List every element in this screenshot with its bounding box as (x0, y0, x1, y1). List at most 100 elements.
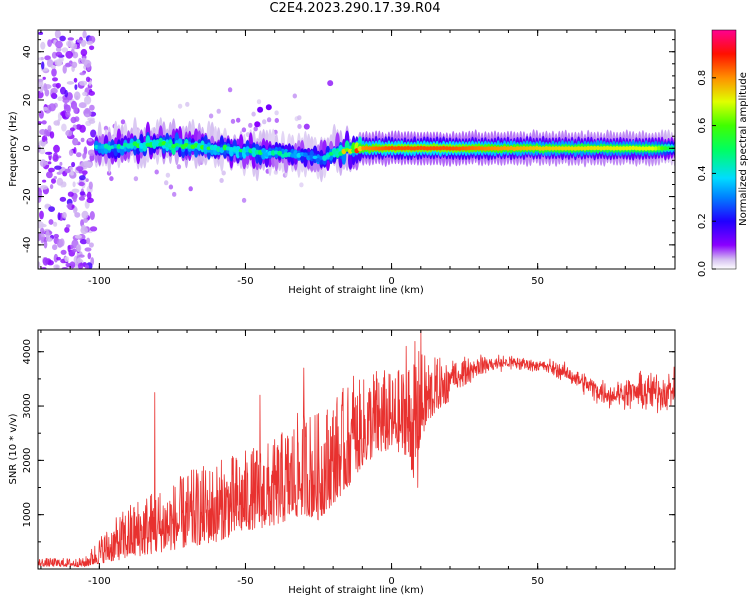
noise-speckle (73, 77, 78, 83)
noise-speckle (55, 51, 63, 57)
noise-speckle (74, 140, 79, 145)
noise-speckle (72, 248, 77, 253)
noise-speckle (42, 76, 46, 80)
noise-speckle (71, 205, 75, 209)
noise-speckle (59, 196, 67, 202)
noise-speckle (52, 77, 58, 82)
noise-speckle (87, 149, 96, 156)
ridge-cell (377, 146, 382, 151)
ridge-cell (650, 146, 655, 151)
noise-speckle (48, 219, 54, 225)
noise-speckle (75, 124, 82, 130)
noise-speckle (53, 253, 59, 263)
noise-speckle (38, 221, 44, 229)
noise-speckle (177, 103, 183, 109)
noise-speckle (40, 236, 45, 244)
noise-speckle (73, 105, 78, 114)
noise-speckle (48, 167, 55, 173)
noise-speckle (82, 30, 87, 39)
noise-speckle (47, 39, 52, 47)
noise-speckle (52, 154, 59, 162)
noise-speckle (106, 170, 112, 176)
snr-y-tick-label: 3000 (22, 393, 33, 418)
ridge-cell (541, 146, 546, 151)
noise-speckle (256, 99, 262, 105)
noise-speckle (43, 240, 48, 249)
colorbar-label: Normalized spectral amplitude (738, 72, 749, 226)
ridge-cell (261, 148, 266, 154)
noise-speckle (74, 234, 82, 239)
ridge-cell (624, 146, 629, 151)
noise-speckle (248, 122, 253, 128)
spectral-blob (257, 106, 264, 113)
noise-speckle (42, 179, 47, 183)
noise-speckle (65, 262, 71, 268)
noise-speckle (50, 65, 56, 69)
noise-speckle (44, 128, 48, 138)
noise-speckle (79, 72, 86, 76)
noise-speckle (82, 91, 88, 97)
noise-speckle (219, 178, 224, 183)
ridge-cell (554, 146, 559, 151)
ridge-cell (521, 146, 526, 151)
noise-speckle (78, 196, 85, 201)
ridge-cell (538, 146, 542, 151)
ridge-cell (647, 146, 652, 151)
ridge-cell (576, 146, 581, 151)
ridge-cell (374, 146, 379, 151)
snr-y-axis-label: SNR (10 * v/v) (8, 413, 19, 484)
ridge-cell (605, 145, 610, 151)
noise-speckle (45, 230, 50, 240)
noise-speckle (61, 123, 67, 132)
ridge-cell (393, 146, 398, 151)
ridge-cell (467, 146, 472, 151)
noise-speckle (64, 89, 68, 98)
noise-speckle (79, 191, 86, 196)
ridge-cell (142, 142, 148, 148)
noise-speckle (84, 107, 91, 114)
noise-speckle (109, 176, 114, 182)
noise-speckle (81, 57, 87, 65)
ridge-cell (525, 146, 530, 151)
ridge-cell (444, 146, 449, 151)
noise-speckle (56, 256, 61, 261)
noise-speckle (65, 50, 73, 59)
noise-speckle (164, 180, 169, 186)
ridge-cell (380, 146, 385, 151)
noise-speckle (299, 182, 304, 188)
noise-speckle (154, 169, 159, 175)
ridge-cell (563, 146, 568, 151)
noise-speckle (39, 85, 44, 93)
ridge-cell (425, 146, 430, 151)
ridge-cell (419, 145, 424, 151)
noise-speckle (230, 118, 236, 124)
ridge-cell (611, 146, 616, 151)
noise-speckle (241, 197, 247, 203)
snr-x-tick-label: 0 (388, 576, 394, 587)
noise-speckle (79, 239, 88, 245)
noise-speckle (56, 177, 64, 186)
colorbar-tick-label: 0.2 (697, 213, 708, 229)
ridge-cell (499, 146, 504, 151)
noise-speckle (48, 206, 55, 213)
noise-speckle (70, 116, 77, 124)
noise-speckle (40, 227, 45, 235)
noise-speckle (236, 117, 241, 123)
ridge-cell (589, 145, 594, 151)
ridge-cell (460, 146, 465, 151)
noise-speckle (176, 164, 182, 170)
ridge-cell (557, 146, 562, 151)
spectral-blob (303, 123, 310, 130)
noise-speckle (53, 233, 59, 239)
noise-speckle (76, 257, 82, 264)
ridge-cell (515, 146, 520, 151)
noise-speckle (71, 61, 78, 68)
noise-speckle (80, 39, 87, 47)
noise-speckle (88, 242, 94, 248)
noise-speckle (54, 30, 61, 39)
noise-speckle (188, 186, 193, 192)
noise-speckle (38, 195, 42, 203)
noise-speckle (103, 125, 109, 131)
ridge-cell (634, 146, 639, 151)
noise-speckle (60, 249, 67, 255)
